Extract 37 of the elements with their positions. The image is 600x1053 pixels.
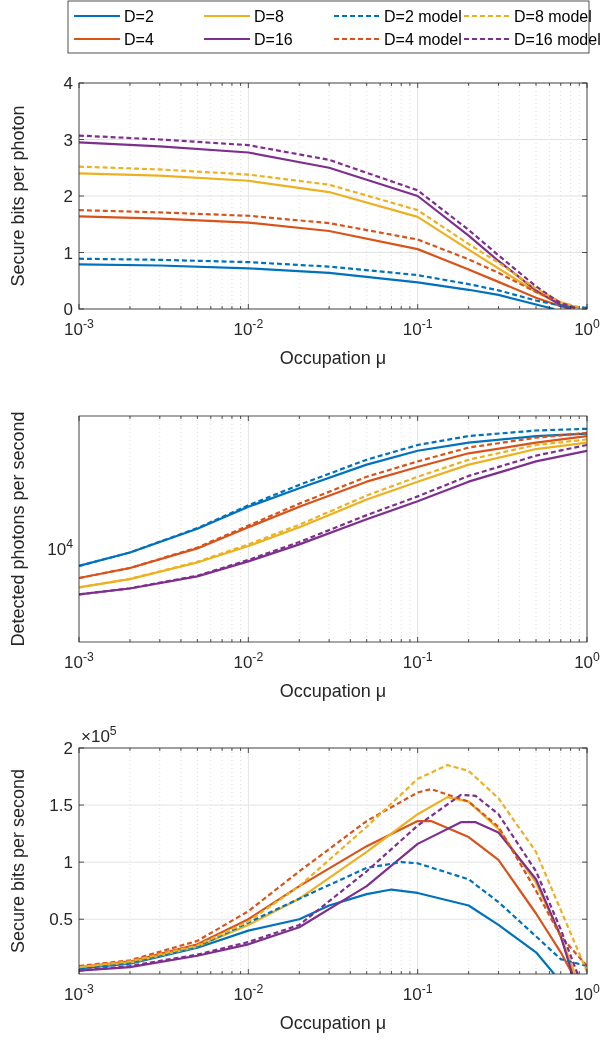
x-tick-label: 10$^{-3}$ [64, 982, 95, 1004]
y-axis-title: Secure bits per photon [8, 105, 28, 287]
y-tick-label: 2 [63, 739, 73, 758]
y-tick-label: 3 [63, 130, 73, 150]
x-tick-label: 10$^{-1}$ [402, 317, 433, 339]
text: ×10$^{5}$ [81, 724, 117, 746]
text: 10$^{4}$ [47, 537, 74, 560]
x-axis-title: Occupation μ [279, 681, 387, 701]
y-tick-label: 4 [63, 74, 73, 93]
legend-label: D=2 model [384, 8, 462, 25]
x-tick-label: 10$^{-1}$ [402, 650, 433, 672]
y-axis-title: Secure bits per second [8, 768, 28, 954]
legend-label: D=2 [124, 8, 154, 25]
x-tick-label: 10$^{-1}$ [402, 982, 433, 1004]
x-tick-label: 10$^{-2}$ [233, 317, 264, 339]
y-tick-label: 0.5 [49, 910, 73, 930]
y-tick-label: 1 [63, 243, 73, 263]
legend-label: D=16 model [514, 31, 600, 48]
x-tick-label: 10$^{-3}$ [64, 317, 95, 339]
y-tick-label: 1.5 [49, 796, 73, 816]
x-tick-label: 10$^{-3}$ [64, 650, 95, 672]
x-tick-label: 10$^{0}$ [574, 317, 600, 339]
legend-label: D=8 model [514, 8, 592, 25]
x-tick-label: 10$^{-2}$ [233, 982, 264, 1004]
x-axis-title: Occupation μ [279, 1013, 387, 1033]
x-tick-label: 10$^{0}$ [574, 650, 600, 672]
y-tick-label: 1 [63, 853, 73, 873]
y-axis-title: Detected photons per second [8, 411, 28, 647]
y-tick-label: 0 [63, 300, 73, 319]
legend-label: D=8 [254, 8, 284, 25]
legend-label: D=16 [254, 31, 293, 48]
x-axis-title: Occupation μ [279, 348, 387, 368]
legend-label: D=4 model [384, 31, 462, 48]
legend-label: D=4 [124, 31, 154, 48]
y-tick-label: 2 [63, 187, 73, 206]
x-tick-label: 10$^{0}$ [574, 982, 600, 1004]
x-tick-label: 10$^{-2}$ [233, 650, 264, 672]
